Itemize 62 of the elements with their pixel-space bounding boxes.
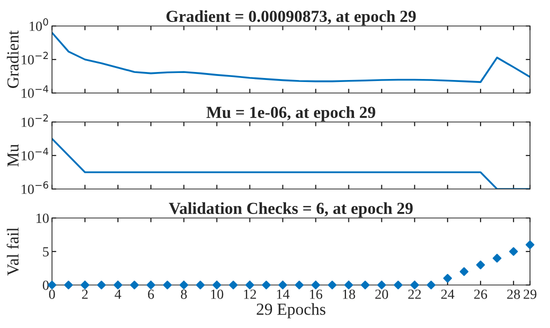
x-tick-label: 0 [49, 290, 55, 299]
point [64, 280, 73, 290]
x-tick-label: 28 [507, 290, 520, 299]
y-tick-label: 5 [43, 247, 49, 256]
y-axis-title: Gradient [6, 30, 19, 88]
point [443, 274, 452, 283]
y-tick-label: 10 [36, 214, 49, 223]
point [492, 254, 502, 263]
x-tick-label: 4 [114, 290, 122, 299]
x-tick-label: 29 [524, 290, 536, 299]
point [228, 280, 238, 290]
x-tick-label: 10 [211, 290, 224, 299]
point [80, 280, 90, 290]
point [97, 280, 106, 290]
point [360, 280, 370, 290]
point [476, 260, 485, 270]
point [163, 280, 172, 290]
point [344, 280, 354, 290]
line-series [52, 32, 530, 83]
point [328, 280, 337, 290]
point [509, 247, 518, 256]
point [179, 280, 188, 290]
x-tick-label: 6 [148, 290, 154, 299]
x-tick-label: 2 [82, 290, 88, 299]
point [526, 240, 534, 250]
y-tick-label: 10$^{−2}$ [22, 52, 48, 64]
point [196, 280, 205, 290]
point [130, 280, 139, 290]
x-axis-title: 29 Epochs [256, 303, 326, 318]
x-tick-label: 12 [244, 290, 256, 299]
point [394, 280, 403, 290]
chart-title: Gradient = 0.00090873, at epoch 29 [166, 10, 416, 26]
x-tick-label: 18 [342, 290, 356, 299]
y-tick-label: 10$^{−4}$ [22, 148, 48, 160]
x-tick-label: 14 [277, 290, 290, 299]
point [311, 280, 320, 290]
y-tick-label: 10$^{0}$ [30, 18, 48, 31]
point [212, 280, 222, 290]
point [146, 280, 156, 290]
y-tick-label: 10$^{−6}$ [22, 181, 48, 194]
x-tick-label: 26 [474, 290, 488, 299]
point [114, 280, 122, 290]
point [245, 280, 254, 290]
y-tick-label: 10$^{−2}$ [22, 114, 48, 127]
x-tick-label: 16 [310, 290, 322, 299]
point [294, 280, 304, 290]
x-tick-label: 20 [375, 290, 388, 299]
x-tick-label: 8 [180, 290, 187, 299]
point [460, 267, 468, 276]
point [426, 280, 436, 290]
x-tick-label: 24 [441, 290, 454, 299]
chart-title: Validation Checks = 6, at epoch 29 [168, 202, 413, 218]
y-axis-title: Mu [8, 144, 19, 167]
y-axis-title: Val fail [6, 228, 19, 276]
point [410, 280, 419, 290]
point [377, 280, 386, 290]
y-tick-label: 0 [42, 280, 49, 290]
point [278, 280, 288, 290]
chart-title: Mu = 1e-06, at epoch 29 [206, 106, 376, 122]
point [262, 280, 271, 290]
x-tick-label: 22 [408, 290, 421, 299]
y-tick-label: 10$^{−4}$ [22, 85, 48, 98]
